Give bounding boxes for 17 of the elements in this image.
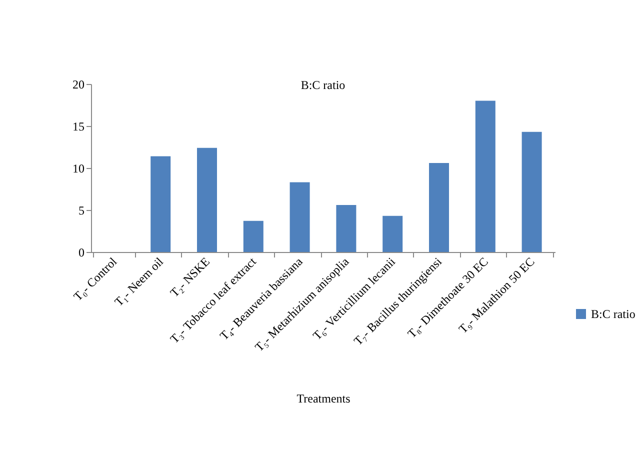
bar	[475, 100, 496, 252]
bar	[243, 220, 264, 252]
bar	[197, 148, 217, 252]
bar	[290, 182, 310, 252]
chart-title: B:C ratio	[300, 78, 346, 92]
bar	[522, 132, 542, 252]
y-tick-label: 0	[78, 246, 84, 260]
bar	[429, 162, 449, 252]
y-tick-label: 20	[72, 78, 84, 92]
y-tick-label: 10	[72, 162, 84, 176]
legend-label: B:C ratio	[591, 307, 636, 321]
bar	[382, 216, 403, 252]
bar	[150, 156, 171, 252]
bar	[336, 204, 356, 252]
y-tick-label: 15	[72, 120, 84, 134]
x-axis-title: Treatments	[296, 391, 351, 406]
y-tick-label: 5	[78, 204, 84, 218]
